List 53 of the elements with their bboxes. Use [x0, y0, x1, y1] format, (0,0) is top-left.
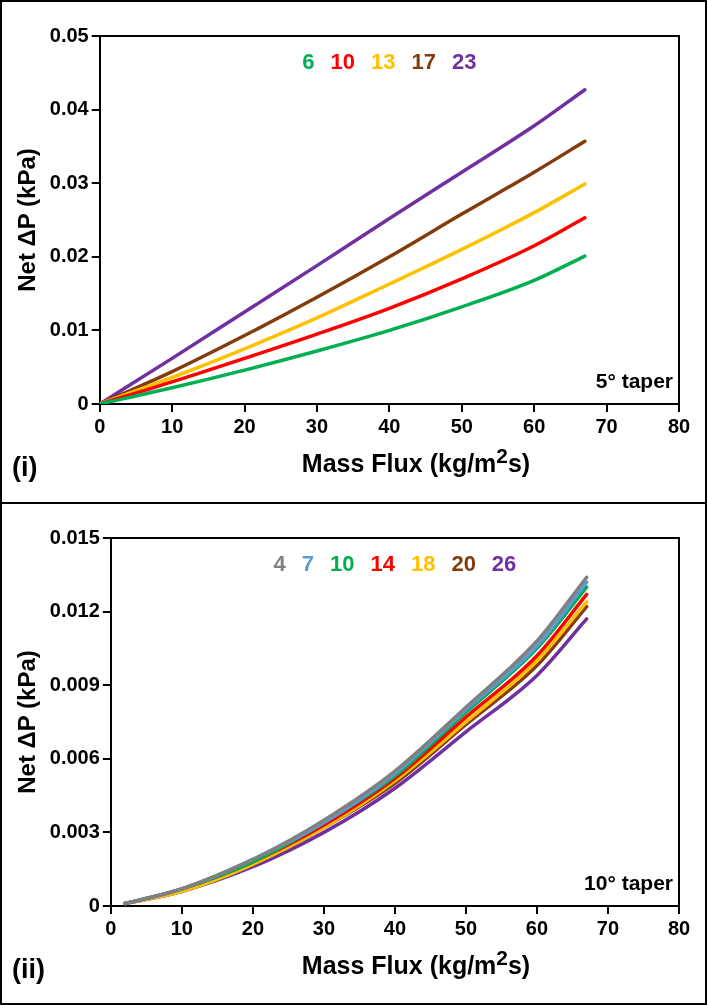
- y-tick-label: 0.01: [49, 317, 89, 340]
- text: (i): [12, 452, 38, 483]
- x-tick-label: 80: [667, 916, 691, 939]
- text: 26: [491, 551, 517, 577]
- y-tick-label: 0: [77, 391, 89, 414]
- text: (ii): [12, 954, 45, 985]
- y-axis-title: Net ΔP (kPa): [13, 650, 41, 794]
- x-tick-label: 70: [595, 414, 618, 437]
- y-tick-label: 0.04: [49, 97, 90, 120]
- y-tick-label: 0.012: [49, 599, 100, 622]
- y-tick-label: 0.03: [49, 170, 89, 193]
- text: 10: [330, 49, 356, 75]
- x-tick-label: 70: [596, 916, 620, 939]
- y-tick-label: 0.015: [49, 525, 100, 548]
- x-tick-label: 60: [523, 414, 546, 437]
- text: 18: [410, 551, 436, 577]
- annotation: 5° taper: [595, 368, 673, 392]
- text: 13: [371, 49, 396, 75]
- x-tick-label: 0: [105, 916, 117, 939]
- text: 23: [451, 49, 477, 75]
- y-tick-label: 0: [88, 893, 100, 916]
- line-series: [99, 216, 587, 404]
- text: 6: [302, 49, 315, 75]
- line-series: [99, 182, 587, 404]
- y-tick-label: 0.02: [49, 244, 89, 267]
- x-tick-label: 40: [378, 414, 401, 437]
- x-axis-title: Mass Flux (kg/m$^{2}$s): [300, 946, 532, 981]
- x-tick-label: 20: [241, 916, 265, 939]
- line-series: [99, 87, 587, 404]
- y-tick-label: 0.006: [49, 746, 100, 769]
- text: 17: [411, 49, 436, 75]
- text: 20: [451, 551, 476, 577]
- y-tick-label: 0.009: [49, 672, 100, 695]
- x-tick-label: 80: [667, 414, 691, 437]
- x-tick-label: 10: [170, 916, 193, 939]
- text: 14: [370, 551, 396, 577]
- y-axis-title: Net ΔP (kPa): [13, 148, 41, 292]
- annotation: 10° taper: [584, 870, 673, 894]
- line-series: [99, 254, 587, 404]
- x-tick-label: 20: [233, 414, 256, 437]
- y-tick-label: 0.003: [49, 819, 100, 842]
- text: 7: [301, 551, 314, 577]
- x-axis-title: Mass Flux (kg/m$^{2}$s): [300, 444, 532, 479]
- x-tick-label: 40: [383, 916, 407, 939]
- y-tick-label: 0.05: [49, 23, 89, 46]
- x-tick-label: 50: [454, 916, 478, 939]
- x-tick-label: 60: [525, 916, 549, 939]
- text: 10: [329, 551, 355, 577]
- x-tick-label: 30: [312, 916, 336, 939]
- x-tick-label: 30: [305, 414, 329, 437]
- x-tick-label: 10: [161, 414, 184, 437]
- text: 4: [273, 551, 287, 577]
- x-tick-label: 50: [450, 414, 473, 437]
